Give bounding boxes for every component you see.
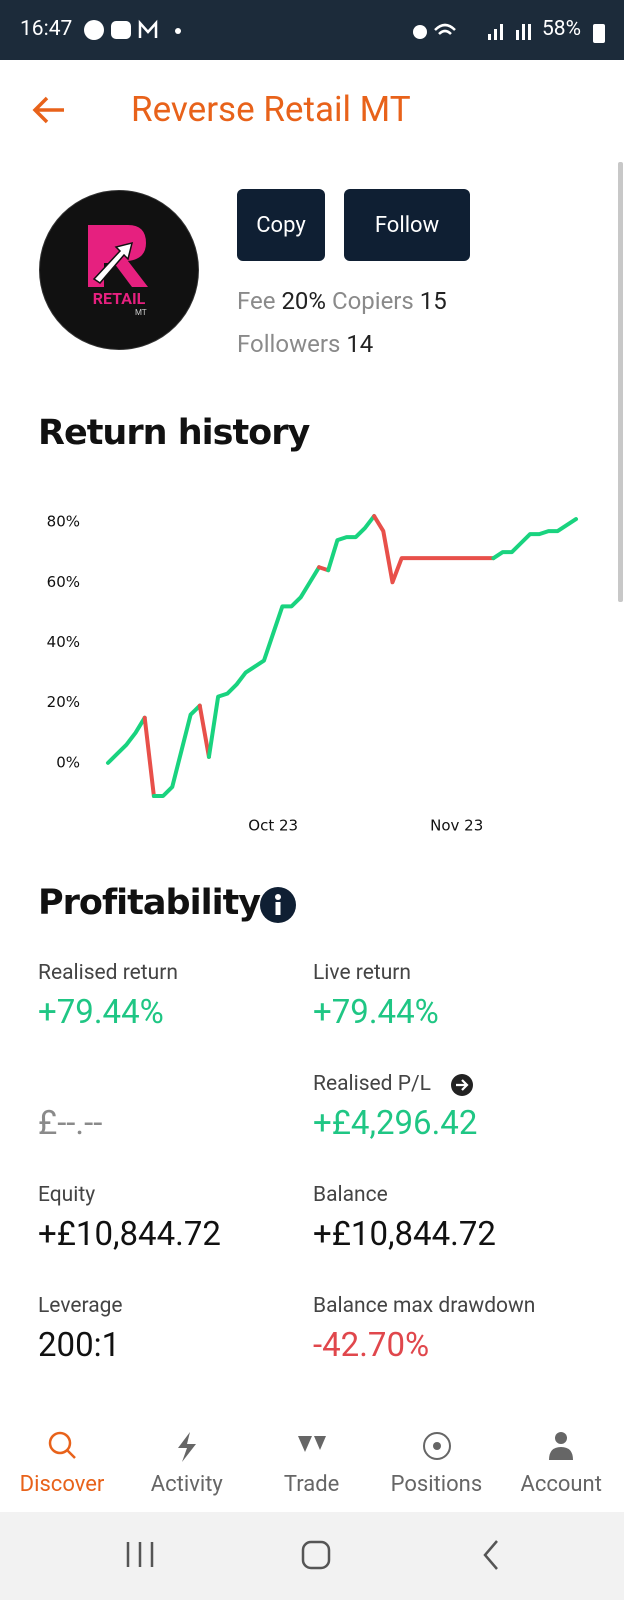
arrow-icon[interactable] bbox=[450, 1073, 474, 1097]
stat-label: Copiers bbox=[331, 287, 414, 315]
system-icons bbox=[126, 1540, 498, 1570]
status-bar: 16:47 58% bbox=[0, 0, 624, 60]
logo-text: RETAIL bbox=[92, 289, 146, 308]
metric-value: +£10,844.72 bbox=[38, 1215, 221, 1254]
metric-value: -42.70% bbox=[313, 1326, 430, 1365]
line-segment bbox=[142, 715, 156, 798]
stat-value: 14 bbox=[346, 330, 374, 358]
metric-value: +79.44% bbox=[313, 993, 439, 1032]
y-tick-label: 20% bbox=[47, 693, 80, 711]
line-segment bbox=[491, 517, 578, 561]
logo-mark bbox=[88, 225, 148, 287]
stat-label: Followers bbox=[237, 330, 341, 358]
stats-line: Followers 14 bbox=[237, 330, 373, 358]
stat-value: 20% bbox=[281, 287, 326, 315]
back-button[interactable] bbox=[32, 95, 68, 125]
scrollbar bbox=[618, 162, 623, 602]
metric-label: Balance max drawdown bbox=[313, 1294, 536, 1318]
line-segment bbox=[197, 703, 211, 759]
y-tick-label: 80% bbox=[47, 513, 80, 531]
nav-icons bbox=[48, 1431, 573, 1462]
logo-subtext: MT bbox=[135, 308, 147, 317]
nav-item[interactable]: Positions bbox=[390, 1472, 483, 1497]
copy-button[interactable]: Copy bbox=[237, 189, 325, 261]
line-segment bbox=[372, 514, 496, 585]
nav-item[interactable]: Account bbox=[520, 1472, 602, 1497]
metric-label: Equity bbox=[38, 1183, 96, 1207]
y-tick-label: 0% bbox=[56, 753, 80, 771]
stat-value: 15 bbox=[419, 287, 447, 315]
y-tick-label: 40% bbox=[47, 633, 80, 651]
metric-value: 200:1 bbox=[38, 1326, 121, 1365]
metric-label: Realised P/L bbox=[313, 1072, 431, 1096]
battery: 58% bbox=[542, 17, 581, 41]
time: 16:47 bbox=[20, 17, 73, 41]
bottom-nav: Discover Activity Trade Positions Account bbox=[0, 1416, 624, 1512]
stats-line: Fee 20% Copiers 15 bbox=[237, 287, 447, 315]
line-segment bbox=[106, 715, 147, 765]
metric-value: +£4,296.42 bbox=[313, 1104, 478, 1143]
metric-value: +£10,844.72 bbox=[313, 1215, 496, 1254]
x-tick-label: Nov 23 bbox=[430, 817, 483, 835]
x-tick-label: Oct 23 bbox=[248, 817, 298, 835]
line-segment bbox=[151, 703, 202, 798]
nav-item[interactable]: Trade bbox=[283, 1472, 340, 1497]
section-title: Profitability bbox=[38, 883, 261, 923]
metric-value: +79.44% bbox=[38, 993, 164, 1032]
nav-item[interactable]: Activity bbox=[150, 1472, 223, 1497]
chart-title: Return history bbox=[38, 413, 310, 453]
metric-label: Realised return bbox=[38, 961, 178, 985]
info-icon[interactable] bbox=[259, 886, 297, 924]
line-segment bbox=[326, 514, 377, 573]
page-title: Reverse Retail MT bbox=[131, 89, 411, 130]
metric-label: Balance bbox=[313, 1183, 388, 1207]
signal-icons bbox=[413, 23, 531, 40]
stat-label: Fee bbox=[237, 287, 276, 315]
status-icons bbox=[84, 19, 181, 40]
system-bar bbox=[0, 1512, 624, 1600]
metric-label: Live return bbox=[313, 961, 412, 985]
metric-value: £--.-- bbox=[38, 1104, 103, 1143]
metric-label: Leverage bbox=[38, 1294, 123, 1318]
y-tick-label: 60% bbox=[47, 573, 80, 591]
nav-item[interactable]: Discover bbox=[19, 1472, 105, 1497]
chart: 0% 20% 40% 60% 80% Oct 23 Nov 23 bbox=[47, 513, 578, 835]
logo: RETAIL MT bbox=[39, 190, 199, 350]
battery-icon bbox=[593, 24, 605, 43]
follow-button[interactable]: Follow bbox=[344, 189, 470, 261]
line-segment bbox=[206, 565, 322, 759]
